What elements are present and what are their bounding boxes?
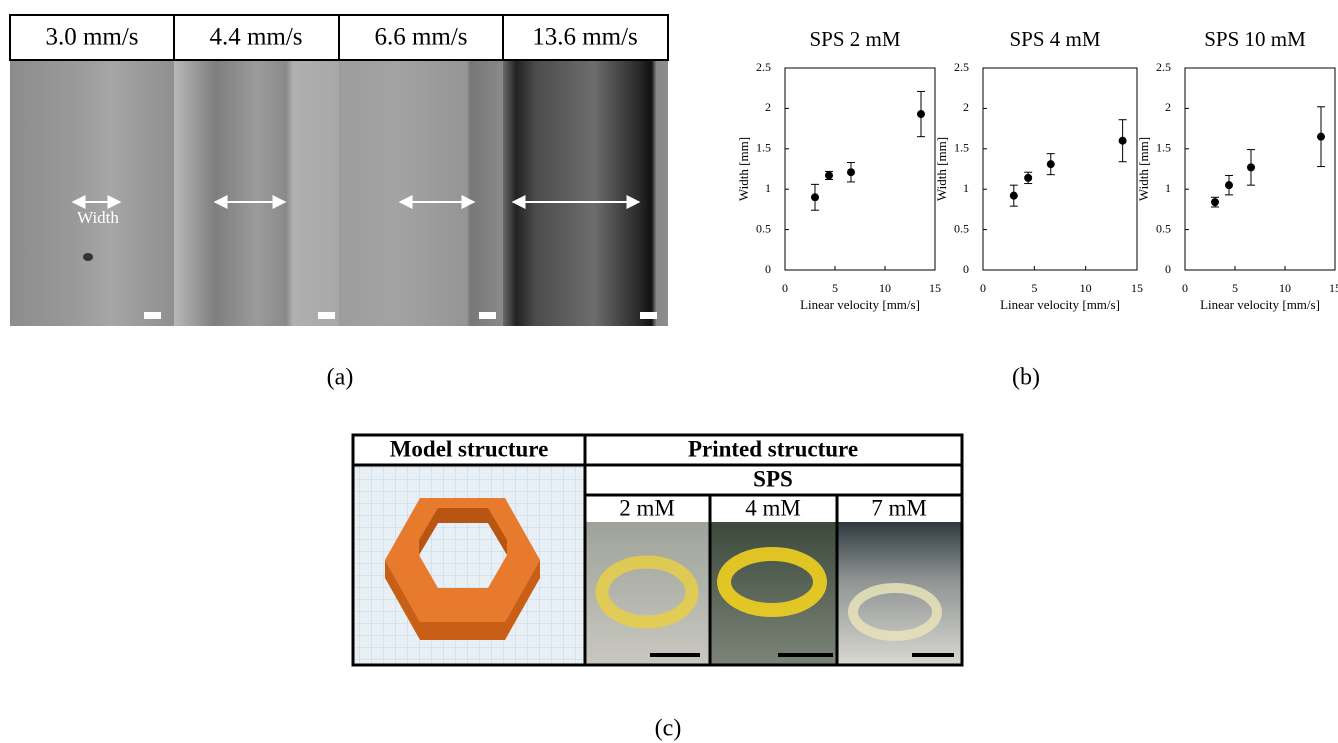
x-tick-label: 5 <box>832 281 838 295</box>
scale-bar <box>650 653 700 657</box>
y-tick-label: 0.5 <box>954 221 969 235</box>
y-axis-label: Width [mm] <box>1136 137 1151 201</box>
point <box>1119 137 1127 145</box>
point <box>1211 198 1219 206</box>
y-tick-label: 0.5 <box>1156 221 1171 235</box>
y-tick-label: 2 <box>963 100 969 114</box>
x-tick-label: 10 <box>1080 281 1092 295</box>
y-tick-label: 1 <box>963 181 969 195</box>
y-tick-label: 0.5 <box>756 221 771 235</box>
point <box>1317 133 1325 141</box>
point <box>917 110 925 118</box>
point <box>811 193 819 201</box>
y-tick-label: 2 <box>1165 100 1171 114</box>
x-tick-label: 5 <box>1031 281 1037 295</box>
concentration: 4 mM <box>745 495 801 520</box>
caption: (c) <box>655 716 682 742</box>
figure: Width 3.0 mm/s 4.4 mm/s 6.6 mm/s 13.6 mm… <box>0 0 1338 743</box>
x-tick-label: 10 <box>1279 281 1291 295</box>
x-tick-label: 15 <box>1329 281 1338 295</box>
particle <box>83 253 93 261</box>
scale-bar <box>479 312 496 319</box>
micrograph <box>10 60 174 326</box>
chart-title: SPS 10 mM <box>1204 27 1306 51</box>
panel-b: (b) SPS 2 mM Linear velocity [mm/s] Width … <box>736 27 1338 391</box>
scale-bar <box>640 312 657 319</box>
y-tick-label: 2.5 <box>756 60 771 74</box>
micrograph <box>339 60 503 326</box>
header: 4.4 mm/s <box>209 24 302 51</box>
caption: (b) <box>1012 365 1040 391</box>
header: 6.6 mm/s <box>374 24 467 51</box>
y-tick-label: 1.5 <box>756 141 771 155</box>
y-tick-label: 2.5 <box>954 60 969 74</box>
plot-frame <box>785 68 935 270</box>
x-tick-label: 15 <box>929 281 941 295</box>
point <box>825 171 833 179</box>
point <box>1010 192 1018 200</box>
x-tick-label: 0 <box>782 281 788 295</box>
scale-bar <box>144 312 161 319</box>
x-tick-label: 10 <box>879 281 891 295</box>
x-tick-label: 0 <box>980 281 986 295</box>
y-tick-label: 1 <box>1165 181 1171 195</box>
point <box>1225 181 1233 189</box>
plot-frame <box>1185 68 1335 270</box>
table-header: Printed structure <box>688 436 858 461</box>
chart-title: SPS 4 mM <box>1009 27 1100 51</box>
y-tick-label: 1.5 <box>1156 141 1171 155</box>
y-axis-label: Width [mm] <box>736 137 751 201</box>
photo <box>837 522 962 665</box>
micrograph <box>174 60 339 326</box>
y-tick-label: 0 <box>963 262 969 276</box>
y-tick-label: 1 <box>765 181 771 195</box>
y-tick-label: 0 <box>1165 262 1171 276</box>
table-header: Model structure <box>390 436 549 461</box>
concentration: 2 mM <box>619 495 675 520</box>
point <box>1047 160 1055 168</box>
table-header: SPS <box>753 466 793 491</box>
concentration: 7 mM <box>871 495 927 520</box>
y-tick-label: 2 <box>765 100 771 114</box>
panel-c: Model structure Printed structure SPS 2 … <box>353 435 962 742</box>
point <box>1024 174 1032 182</box>
annotation: Width <box>77 208 119 227</box>
y-tick-label: 2.5 <box>1156 60 1171 74</box>
header: 13.6 mm/s <box>532 24 638 51</box>
panel-a: Width 3.0 mm/s 4.4 mm/s 6.6 mm/s 13.6 mm… <box>10 15 668 391</box>
x-axis-label: Linear velocity [mm/s] <box>1000 297 1120 312</box>
scale-bar <box>778 653 833 657</box>
point <box>847 168 855 176</box>
x-axis-label: Linear velocity [mm/s] <box>1200 297 1320 312</box>
caption: (a) <box>327 365 354 391</box>
micrograph <box>503 60 668 326</box>
header: 3.0 mm/s <box>45 24 138 51</box>
x-tick-label: 0 <box>1182 281 1188 295</box>
point <box>1247 163 1255 171</box>
scale-bar <box>318 312 335 319</box>
y-axis-label: Width [mm] <box>934 137 949 201</box>
scale-bar <box>912 653 954 657</box>
y-tick-label: 1.5 <box>954 141 969 155</box>
y-tick-label: 0 <box>765 262 771 276</box>
x-tick-label: 5 <box>1232 281 1238 295</box>
x-tick-label: 15 <box>1131 281 1143 295</box>
chart-title: SPS 2 mM <box>809 27 900 51</box>
plot-frame <box>983 68 1137 270</box>
x-axis-label: Linear velocity [mm/s] <box>800 297 920 312</box>
